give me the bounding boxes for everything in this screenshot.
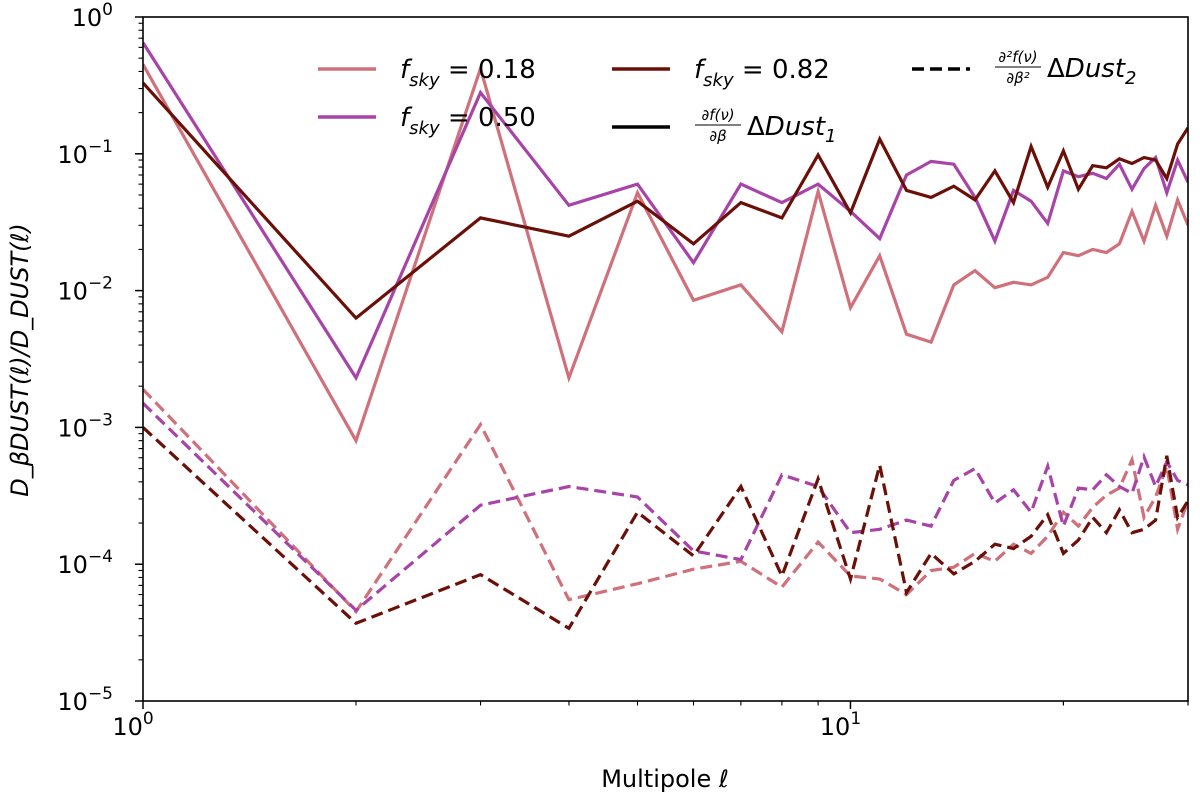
legend: fsky = 0.18 fsky = 0.50 fsky = 0.82 ∂f(ν) ∂β… [318, 48, 1137, 147]
series-line-5 [143, 402, 1188, 613]
legend-entry-1: fsky = 0.18 [318, 55, 536, 91]
series-line-1 [143, 63, 1188, 445]
legend-label: fsky = 0.82 [694, 55, 830, 91]
y-tick-label: 10−2 [57, 274, 113, 306]
legend-label: fsky = 0.18 [400, 55, 536, 91]
y-tick-label: 10−5 [57, 684, 113, 716]
y-tick-label: 10−1 [57, 137, 113, 169]
y-axis-label: D_βDUST(ℓ)/D_DUST(ℓ) [6, 223, 34, 497]
legend-entry-2: fsky = 0.50 [318, 103, 536, 139]
legend-entry-5: ∂²f(ν) ∂β² ΔDust2 [912, 48, 1137, 89]
plot-frame [142, 16, 1189, 702]
legend-label: fsky = 0.50 [400, 103, 536, 139]
legend-label: ΔDust1 [747, 112, 837, 147]
series-line-3 [143, 81, 1188, 321]
x-axis-label: Multipole ℓ [601, 765, 729, 793]
x-tick-label: 101 [820, 709, 861, 741]
series-line-2 [143, 41, 1188, 382]
series-line-6 [143, 426, 1188, 631]
legend-fraction-denominator: ∂β [709, 127, 727, 145]
y-tick-label: 100 [72, 0, 113, 32]
legend-entry-4: ∂f(ν) ∂β ΔDust1 [612, 106, 837, 147]
legend-label: ΔDust2 [1047, 54, 1137, 89]
legend-fraction-numerator: ∂²f(ν) [998, 48, 1037, 66]
series-layer [143, 41, 1188, 631]
legend-entry-3: fsky = 0.82 [612, 55, 830, 91]
series-line-4 [143, 388, 1188, 615]
y-tick-label: 10−3 [57, 410, 113, 442]
legend-fraction-denominator: ∂β² [1006, 69, 1029, 87]
ticks-layer: 100 101 100 10−1 10−2 10−3 10−4 10−5 [57, 0, 1189, 741]
legend-fraction-numerator: ∂f(ν) [701, 106, 734, 124]
y-tick-label: 10−4 [57, 547, 113, 579]
x-tick-label: 100 [112, 709, 153, 741]
